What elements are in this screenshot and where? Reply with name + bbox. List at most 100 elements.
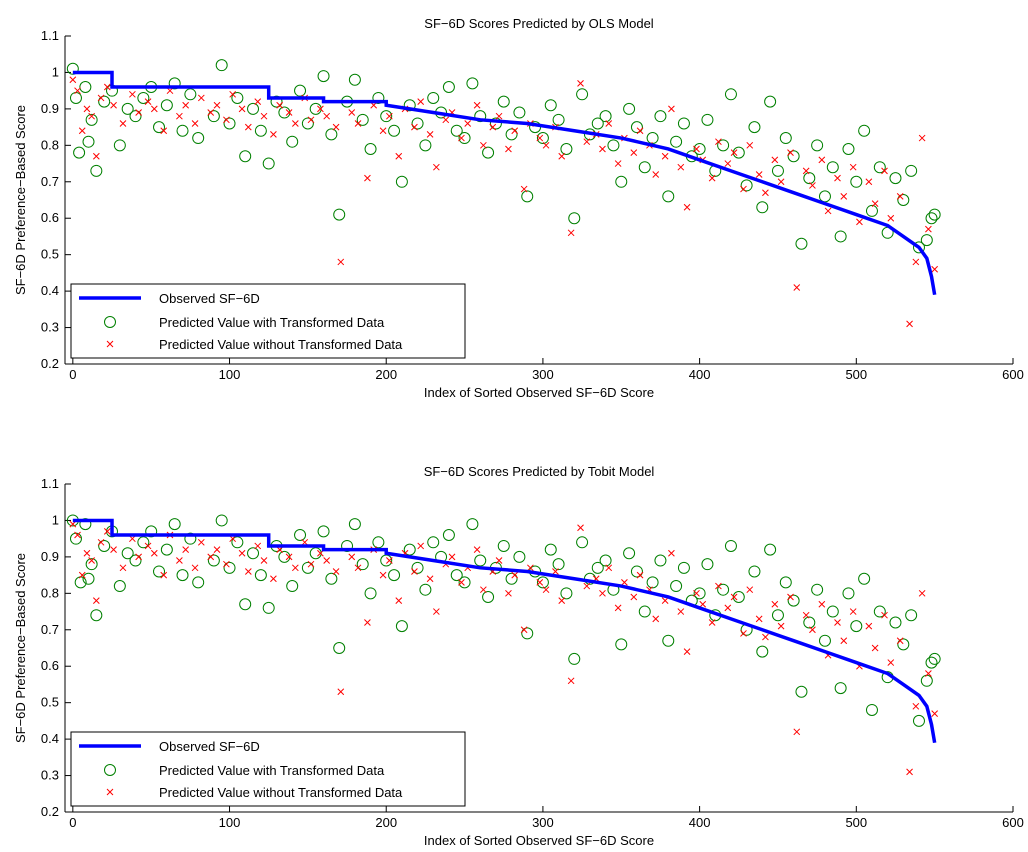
point-without-transformed [567,229,575,237]
point-with-transformed [779,576,792,589]
point-without-transformed [630,593,638,601]
point-without-transformed [777,622,785,630]
x-tick-label: 400 [689,815,711,830]
point-with-transformed [912,714,925,727]
point-with-transformed [795,237,808,250]
point-without-transformed [332,123,340,131]
point-without-transformed [83,549,91,557]
point-without-transformed [887,214,895,222]
point-with-transformed [207,554,220,567]
point-without-transformed [386,557,393,564]
point-without-transformed [348,553,356,561]
legend-entry: Predicted Value with Transformed Data [159,315,385,330]
point-without-transformed [110,546,117,553]
point-with-transformed [771,164,784,177]
point-without-transformed [887,659,895,666]
legend-entry: Predicted Value without Transformed Data [159,337,403,352]
point-with-transformed [129,554,142,567]
point-with-transformed [505,572,518,585]
point-with-transformed [85,113,98,126]
legend-x-swatch [106,340,114,348]
point-without-transformed [337,258,345,266]
point-without-transformed [511,127,519,135]
point-without-transformed [896,637,904,645]
point-without-transformed [176,557,183,564]
point-with-transformed [591,117,604,130]
point-without-transformed [834,619,841,626]
point-without-transformed [495,557,503,564]
point-without-transformed [730,593,738,601]
point-without-transformed [818,600,826,608]
point-with-transformed [646,576,659,589]
point-with-transformed [192,132,205,145]
point-with-transformed [925,212,938,225]
point-without-transformed [417,542,425,550]
point-without-transformed [912,702,920,710]
point-without-transformed [160,571,168,579]
point-without-transformed [307,116,315,124]
point-without-transformed [881,611,888,619]
point-with-transformed [348,518,361,531]
point-without-transformed [74,531,81,539]
point-without-transformed [599,589,606,597]
point-without-transformed [755,615,763,623]
point-with-transformed [474,110,487,123]
point-without-transformed [787,149,794,156]
point-without-transformed [558,597,566,604]
point-with-transformed [98,95,111,108]
point-with-transformed [670,135,683,148]
point-with-transformed [278,550,291,563]
point-without-transformed [558,152,566,160]
point-without-transformed [693,145,700,153]
point-without-transformed [542,586,550,594]
point-without-transformed [78,127,86,135]
point-with-transformed [630,121,643,134]
point-without-transformed [291,120,299,127]
x-tick-label: 400 [689,367,711,382]
point-with-transformed [552,558,565,571]
point-without-transformed [480,141,487,149]
point-without-transformed [746,586,754,594]
point-with-transformed [865,703,878,716]
point-without-transformed [379,127,387,135]
point-without-transformed [505,589,512,597]
y-tick-label: 1.1 [41,28,59,43]
point-without-transformed [417,98,425,105]
point-without-transformed [840,637,848,645]
legend: Observed SF−6D Predicted Value with Trans… [70,731,466,807]
point-without-transformed [97,538,105,546]
point-with-transformed [873,161,886,174]
y-tick-label: 1 [52,512,59,527]
point-without-transformed [809,182,816,189]
point-without-transformed [787,593,794,601]
point-with-transformed [482,590,495,603]
y-tick-label: 0.3 [41,768,59,783]
point-with-transformed [341,539,354,552]
point-with-transformed [411,561,424,574]
point-with-transformed [717,139,730,152]
point-with-transformed [811,583,824,596]
point-without-transformed [652,615,660,623]
point-without-transformed [270,131,277,138]
point-without-transformed [730,149,738,156]
point-with-transformed [803,172,816,185]
y-tick-label: 0.7 [41,622,59,637]
point-with-transformed [372,536,385,549]
point-with-transformed [482,146,495,159]
point-with-transformed [388,569,401,582]
point-without-transformed [834,174,841,182]
point-without-transformed [577,80,584,87]
point-with-transformed [223,117,236,130]
point-without-transformed [260,112,268,120]
point-with-transformed [599,110,612,123]
point-with-transformed [403,543,416,556]
point-with-transformed [325,572,338,585]
point-without-transformed [793,728,801,736]
point-with-transformed [145,525,158,538]
point-without-transformed [668,105,675,113]
point-without-transformed [207,109,215,116]
point-with-transformed [79,518,92,531]
y-axis-label: SF−6D Preference−Based Score [13,553,28,743]
x-tick-label: 200 [375,815,397,830]
point-with-transformed [113,580,126,593]
